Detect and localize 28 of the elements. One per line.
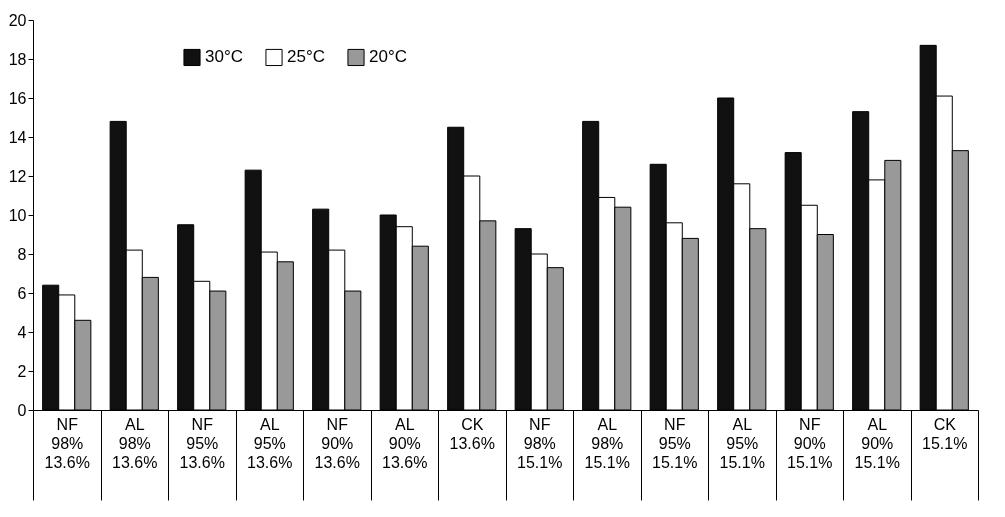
- x-tick-label: NF 98% 15.1%: [517, 415, 563, 471]
- x-tick-label: NF 90% 13.6%: [314, 415, 360, 471]
- y-tick-label: 20: [8, 11, 27, 29]
- x-tick-label: NF 95% 13.6%: [179, 415, 225, 471]
- y-tick-label: 14: [8, 128, 27, 146]
- x-tick-label: NF 95% 15.1%: [652, 415, 698, 471]
- y-tick-label: 12: [8, 167, 27, 185]
- y-tick-label: 16: [8, 89, 27, 107]
- y-tick-label: 2: [17, 362, 27, 380]
- y-tick-label: 0: [17, 401, 27, 419]
- y-tick-label: 10: [8, 206, 27, 224]
- y-tick-label: 4: [17, 323, 27, 341]
- x-tick-label: AL 98% 15.1%: [584, 415, 630, 471]
- x-tick-label: CK 13.6%: [449, 415, 495, 452]
- legend-label: 30°C: [205, 47, 243, 67]
- x-tick-label: NF 98% 13.6%: [44, 415, 90, 471]
- legend-label: 25°C: [287, 47, 325, 67]
- x-tick-label: AL 90% 15.1%: [854, 415, 900, 471]
- x-tick-label: AL 98% 13.6%: [112, 415, 158, 471]
- y-tick-label: 6: [17, 284, 27, 302]
- legend-label: 20°C: [369, 47, 407, 67]
- x-tick-label: NF 90% 15.1%: [787, 415, 833, 471]
- x-tick-label: CK 15.1%: [922, 415, 968, 452]
- x-tick-label: AL 95% 13.6%: [247, 415, 293, 471]
- y-tick-label: 18: [8, 50, 27, 68]
- y-tick-label: 8: [17, 245, 27, 263]
- x-tick-label: AL 95% 15.1%: [719, 415, 765, 471]
- x-tick-label: AL 90% 13.6%: [382, 415, 428, 471]
